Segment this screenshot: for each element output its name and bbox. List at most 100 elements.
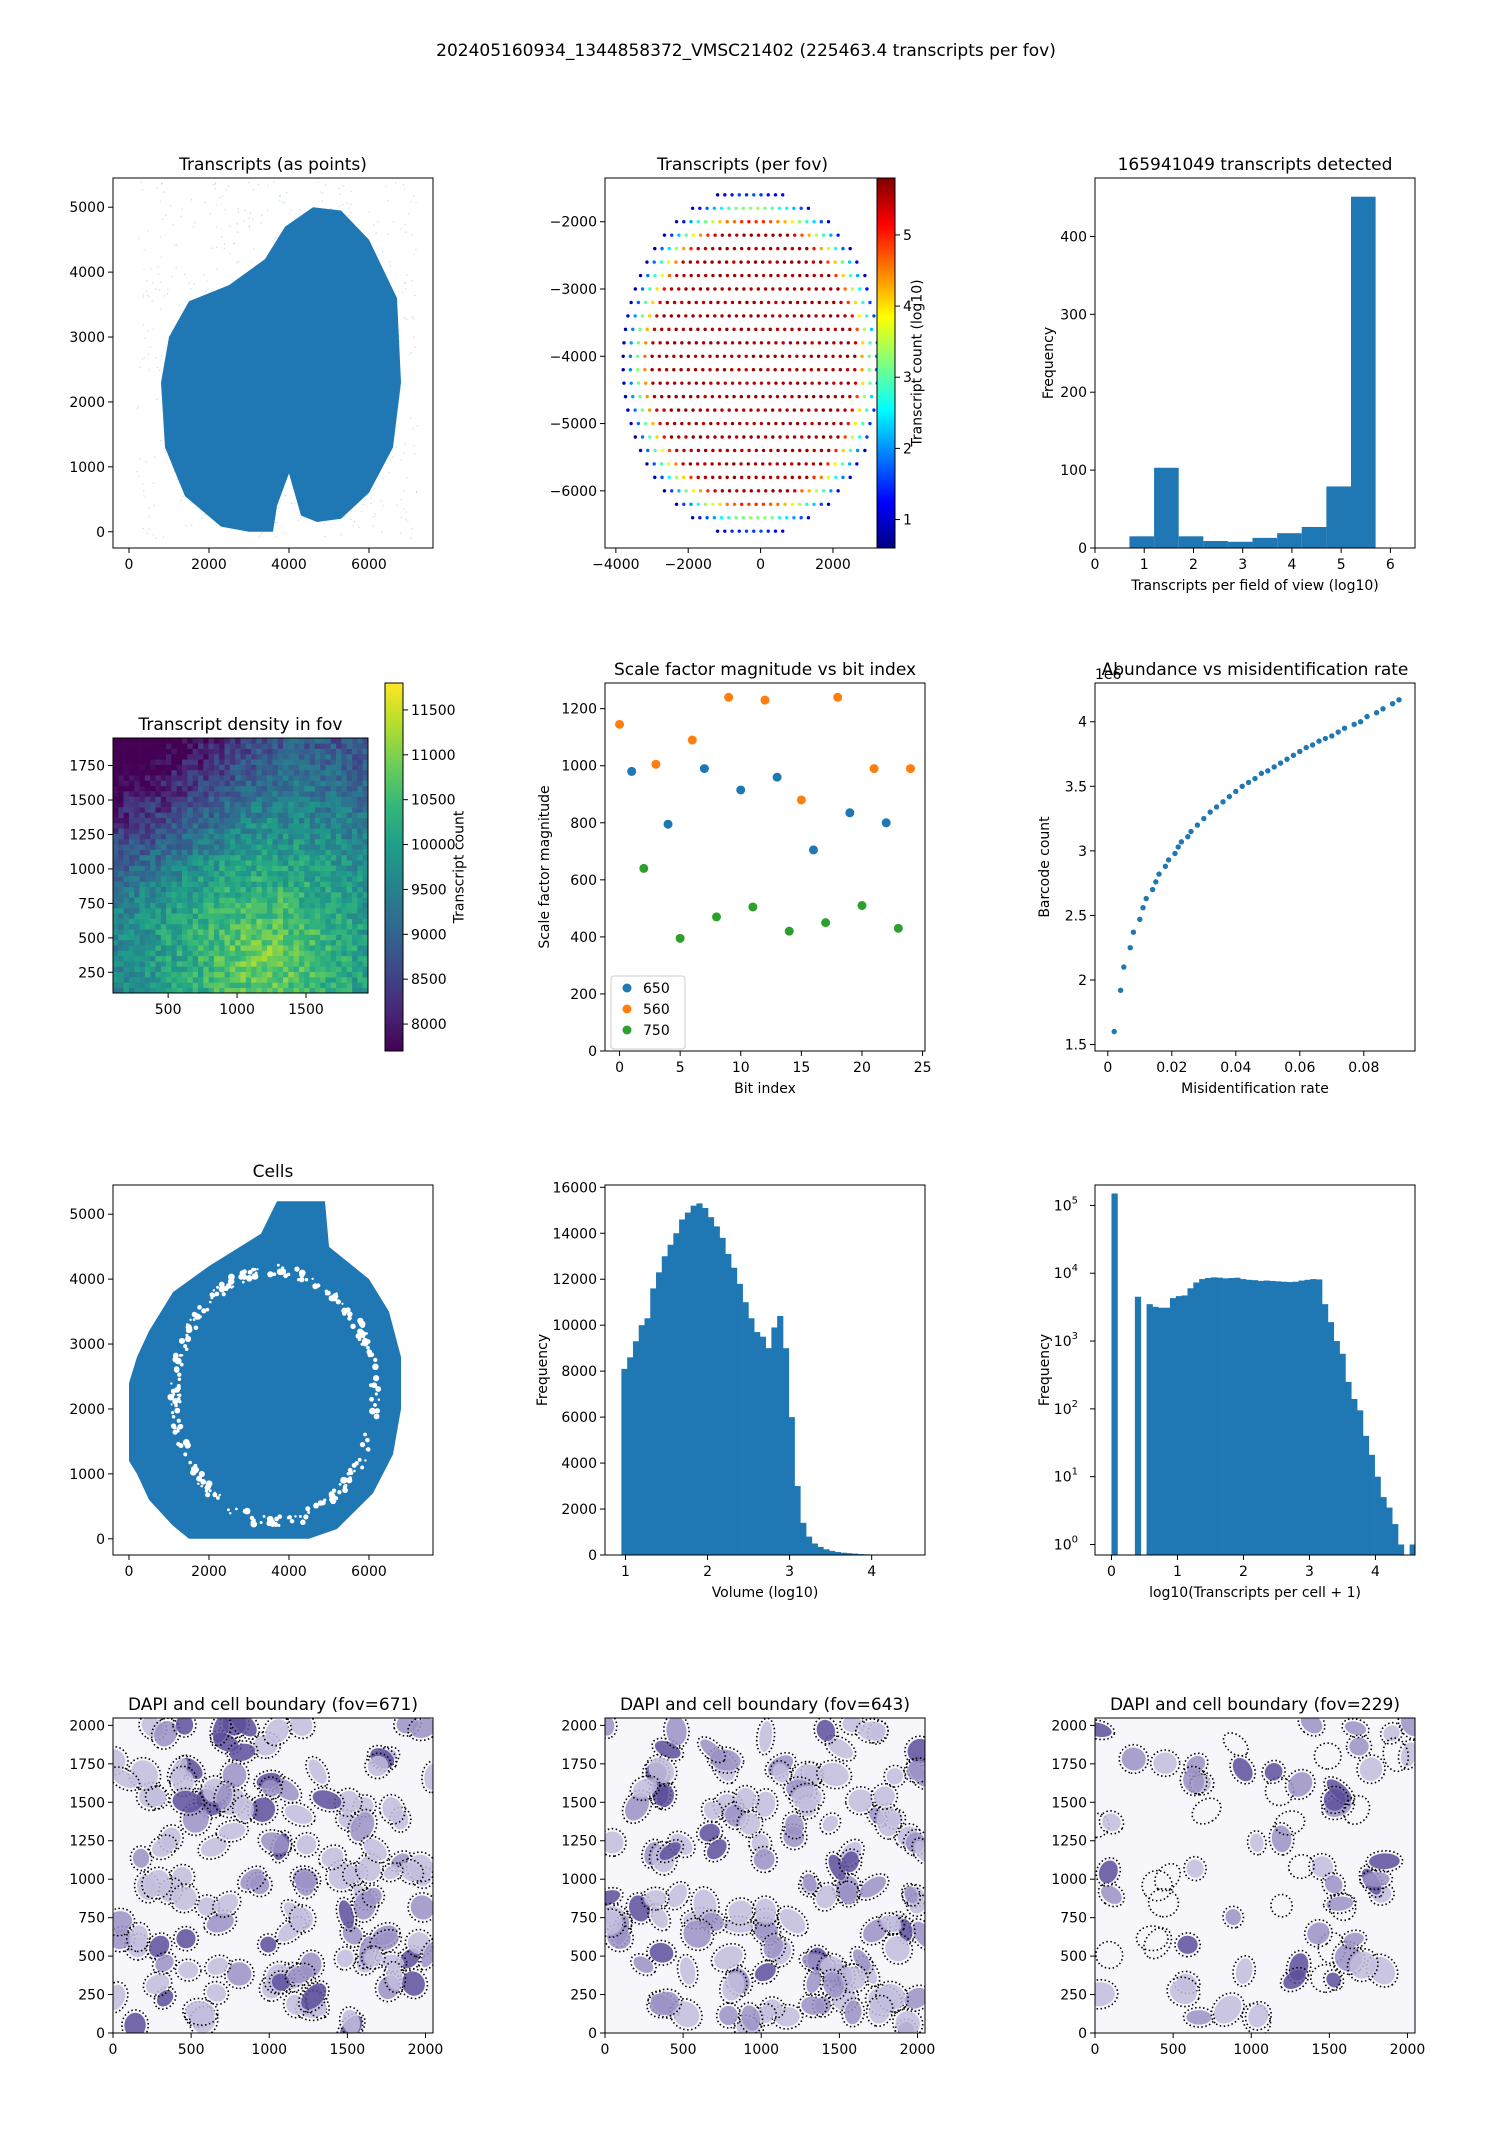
density-cell [325, 918, 332, 925]
density-cell [182, 759, 188, 765]
density-cell [144, 860, 151, 866]
density-cell [203, 902, 209, 909]
density-cell [336, 923, 342, 930]
density-cell [224, 902, 231, 909]
cell-boundary [759, 1996, 786, 2020]
density-cell [240, 934, 247, 941]
sparse-transcript-point [149, 268, 152, 270]
density-cell [134, 833, 140, 840]
density-cell [155, 854, 162, 861]
density-cell [341, 886, 348, 893]
nucleus [881, 1915, 902, 1932]
density-cell [144, 945, 151, 951]
fov-point [730, 354, 734, 358]
density-cell [139, 945, 146, 951]
cell-boundary [297, 1979, 330, 2014]
density-cell [267, 791, 273, 797]
fov-point [833, 260, 837, 264]
cell-boundary [145, 1932, 173, 1961]
density-cell [150, 801, 156, 808]
plot-area-p5 [615, 692, 915, 943]
density-cell [283, 796, 289, 803]
density-cell [229, 860, 236, 866]
density-cell [325, 738, 332, 744]
fov-point [819, 475, 823, 480]
x-tick-label: 1 [1140, 557, 1149, 573]
cell-boundary [901, 1883, 925, 1908]
density-cell [293, 929, 300, 935]
cell-boundary [129, 1845, 153, 1872]
density-cell [139, 838, 146, 845]
fov-point [805, 220, 809, 224]
density-cell [309, 971, 316, 978]
density-cell [176, 913, 183, 919]
density-cell [283, 929, 289, 935]
cell-gap [235, 1507, 238, 1511]
sparse-transcript-point [147, 296, 150, 298]
density-cell [113, 950, 119, 957]
density-cell [267, 823, 273, 829]
density-cell [182, 913, 188, 919]
density-cell [298, 923, 305, 930]
density-cell [187, 923, 193, 930]
density-cell [251, 939, 257, 946]
density-cell [128, 902, 135, 909]
nucleus [358, 1856, 381, 1881]
density-cell [144, 977, 151, 983]
density-cell [128, 892, 135, 898]
fov-point [686, 368, 691, 372]
fov-point [711, 448, 715, 453]
density-cell [261, 833, 268, 840]
histogram-bar [1380, 1497, 1387, 1555]
density-cell [118, 934, 124, 941]
density-cell [182, 743, 188, 749]
histogram-bar [1164, 1307, 1171, 1555]
density-cell [128, 785, 135, 792]
nucleus [424, 1763, 433, 1790]
density-cell [139, 812, 146, 818]
fov-point [746, 260, 750, 264]
cell-boundary [203, 1980, 230, 2006]
density-cell [293, 987, 300, 993]
cell-boundary [380, 1862, 404, 1883]
density-cell [325, 828, 332, 834]
fov-point [829, 287, 833, 291]
density-cell [198, 759, 204, 765]
density-cell [346, 971, 353, 978]
density-cell [272, 950, 278, 957]
histogram-bar [805, 1536, 813, 1555]
density-cell [171, 759, 178, 765]
cell-gap [176, 1418, 181, 1423]
density-cell [314, 801, 321, 808]
density-cell [346, 769, 353, 776]
density-cell [219, 844, 225, 850]
density-cell [123, 807, 130, 813]
density-cell [128, 876, 135, 882]
density-cell [166, 791, 172, 797]
density-cell [166, 780, 172, 787]
density-cell [304, 823, 310, 829]
density-cell [144, 870, 151, 877]
density-cell [150, 876, 156, 882]
density-cell [219, 833, 225, 840]
density-cell [144, 950, 151, 957]
density-cell [272, 982, 278, 988]
fov-point [756, 408, 760, 412]
density-cell [139, 785, 146, 792]
density-cell [128, 769, 135, 776]
density-cell [166, 748, 172, 755]
sparse-transcript-point [351, 191, 353, 193]
fov-point [665, 300, 670, 305]
nucleus [216, 1784, 233, 1810]
density-cell [298, 913, 305, 919]
density-cell [171, 876, 178, 882]
density-cell [219, 955, 225, 962]
density-cell [187, 987, 193, 993]
fov-point [719, 516, 724, 520]
density-cell [346, 854, 353, 861]
density-cell [261, 945, 268, 951]
colorbar-tick-label: 11000 [411, 748, 456, 764]
density-cell [272, 881, 278, 888]
density-cell [113, 738, 119, 744]
density-cell [325, 886, 332, 893]
